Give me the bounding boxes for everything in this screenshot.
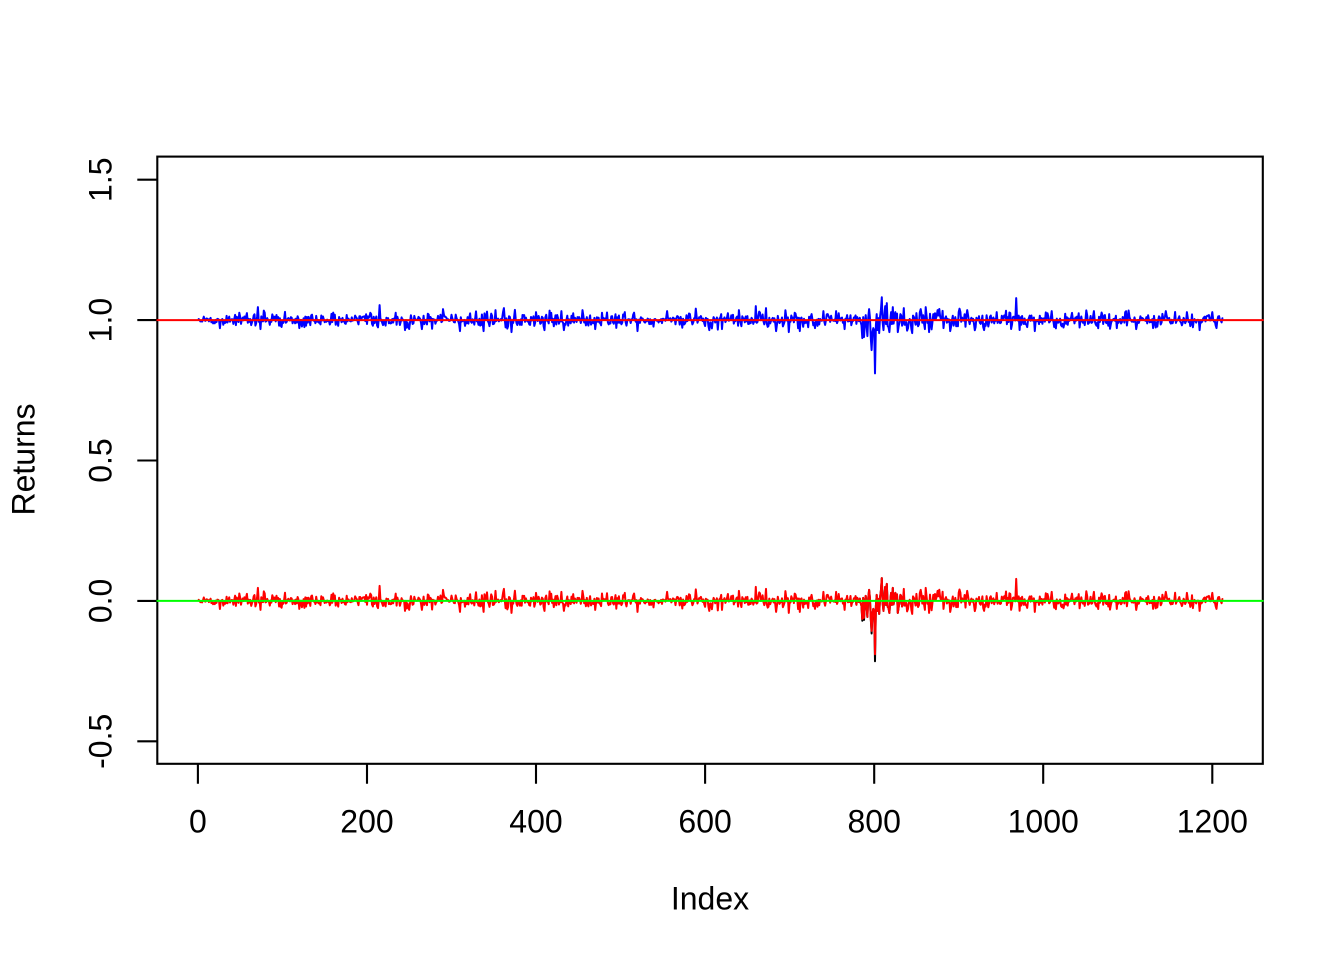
svg-text:200: 200 [340,804,393,840]
svg-text:1200: 1200 [1177,804,1248,840]
svg-text:0: 0 [189,804,207,840]
svg-text:600: 600 [678,804,731,840]
svg-text:1.0: 1.0 [83,298,119,342]
svg-text:0.5: 0.5 [83,438,119,482]
svg-text:1000: 1000 [1008,804,1079,840]
svg-text:1.5: 1.5 [83,157,119,201]
svg-text:-0.5: -0.5 [83,714,119,769]
svg-text:0.0: 0.0 [83,579,119,623]
svg-text:Returns: Returns [6,403,42,515]
svg-text:Index: Index [671,881,749,917]
svg-text:800: 800 [848,804,901,840]
svg-text:400: 400 [509,804,562,840]
